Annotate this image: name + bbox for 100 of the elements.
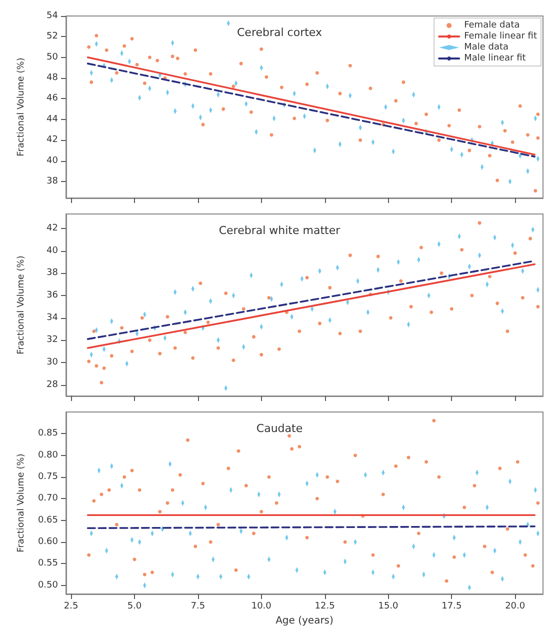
point xyxy=(87,553,91,557)
legend-label: Female data xyxy=(464,20,520,30)
point xyxy=(490,570,494,574)
point xyxy=(315,71,319,75)
point xyxy=(496,302,500,306)
point xyxy=(430,310,434,314)
point xyxy=(506,329,510,333)
point xyxy=(462,506,466,510)
y-tick-label: 0.70 xyxy=(38,494,58,504)
point xyxy=(92,499,96,503)
text: Cerebral white matter xyxy=(218,224,341,237)
point xyxy=(242,307,246,311)
point xyxy=(399,279,403,283)
point xyxy=(318,322,322,326)
point xyxy=(252,335,256,339)
x-tick-label: 10.0 xyxy=(251,602,272,612)
x-tick-label: 15.0 xyxy=(378,602,399,612)
point xyxy=(315,496,319,500)
point xyxy=(396,564,400,568)
point xyxy=(184,330,187,334)
point xyxy=(520,296,524,300)
y-tick-label: 40 xyxy=(46,156,58,166)
y-tick-label: 42 xyxy=(46,224,58,234)
point xyxy=(260,47,264,51)
point xyxy=(488,154,492,158)
point xyxy=(194,48,198,52)
point xyxy=(468,148,472,152)
point xyxy=(90,80,94,84)
point xyxy=(437,138,441,142)
point xyxy=(260,352,264,356)
point xyxy=(232,84,236,88)
point xyxy=(528,236,532,240)
point xyxy=(292,116,296,120)
point xyxy=(92,329,96,333)
point xyxy=(376,254,380,258)
point xyxy=(222,107,226,111)
x-tick-label: 2.5 xyxy=(64,602,78,612)
point xyxy=(216,346,220,350)
point xyxy=(173,346,177,350)
point xyxy=(110,354,114,358)
point xyxy=(328,286,332,290)
point xyxy=(440,271,444,275)
point xyxy=(536,112,540,116)
point xyxy=(100,492,104,496)
point xyxy=(531,564,535,568)
point xyxy=(472,484,476,488)
y-tick-label: 30 xyxy=(46,358,58,368)
point xyxy=(270,133,274,137)
point xyxy=(450,307,454,311)
y-tick-label: 52 xyxy=(46,32,58,42)
point xyxy=(244,484,248,488)
point xyxy=(290,447,294,451)
x-tick-label: 12.5 xyxy=(314,602,335,612)
y-tick-label: 0.60 xyxy=(38,537,58,547)
point xyxy=(166,314,170,318)
point xyxy=(115,71,118,75)
point xyxy=(186,438,190,442)
y-tick-label: 42 xyxy=(46,135,58,146)
y-tick-label: 34 xyxy=(46,312,58,323)
point xyxy=(478,124,482,128)
point xyxy=(194,544,198,548)
point xyxy=(368,86,372,90)
y-tick-label: 50 xyxy=(46,52,58,62)
y-tick-label: 0.50 xyxy=(38,580,58,590)
point xyxy=(148,338,152,342)
point xyxy=(516,460,520,464)
point xyxy=(414,122,418,126)
point xyxy=(277,347,281,351)
y-tick-label: 38 xyxy=(46,268,58,278)
point xyxy=(208,540,212,544)
point xyxy=(358,138,362,142)
point xyxy=(87,45,91,49)
y-tick-label: 0.85 xyxy=(38,428,58,439)
point xyxy=(424,112,428,116)
point xyxy=(104,48,108,52)
point xyxy=(249,110,253,114)
point xyxy=(115,522,118,526)
point xyxy=(122,44,126,48)
point xyxy=(142,572,146,576)
point xyxy=(234,568,238,572)
y-tick-label: 0.80 xyxy=(38,450,58,460)
point xyxy=(460,248,464,252)
point xyxy=(447,124,451,128)
y-tick-label: 0.65 xyxy=(38,515,58,526)
y-tick-label: 32 xyxy=(46,335,58,346)
point xyxy=(432,418,436,422)
point xyxy=(305,276,309,280)
point xyxy=(158,510,162,514)
point xyxy=(107,488,111,492)
point xyxy=(191,356,195,360)
point xyxy=(348,64,352,68)
y-tick-label: 36 xyxy=(46,290,58,301)
point xyxy=(326,118,330,122)
point xyxy=(170,54,174,58)
y-axis-title: Fractional Volume (%) xyxy=(16,256,26,354)
y-tick-label: 0.75 xyxy=(38,472,58,482)
point xyxy=(394,464,398,468)
point xyxy=(100,380,104,384)
point xyxy=(402,80,406,84)
point xyxy=(358,329,362,333)
